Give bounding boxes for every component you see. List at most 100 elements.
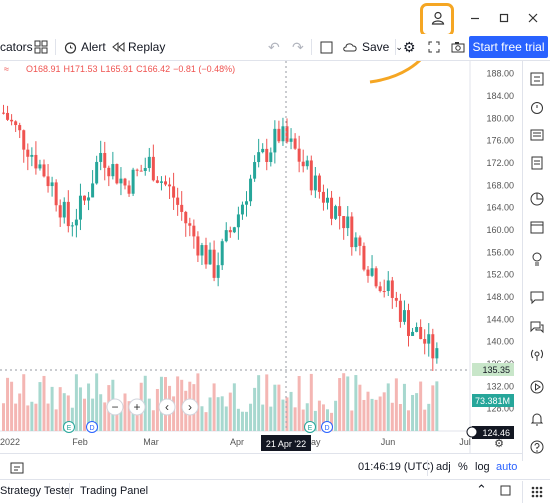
volume-bar	[50, 386, 54, 431]
grid-icon[interactable]	[522, 481, 550, 503]
volume-bar	[297, 376, 301, 431]
utc-clock[interactable]: 01:46:19 (UTC)	[358, 461, 434, 473]
price-label-box	[472, 394, 514, 407]
save-label: Save	[362, 40, 390, 54]
chat-bubbles-icon[interactable]	[527, 317, 547, 337]
volume-bar	[228, 392, 232, 431]
candle-body	[350, 216, 354, 248]
volume-bar	[220, 396, 224, 431]
gear-icon[interactable]: ⚙	[403, 38, 416, 55]
volume-bar	[293, 407, 297, 431]
play-circle-icon[interactable]	[527, 377, 547, 397]
undo-icon[interactable]: ↶	[268, 38, 280, 55]
lightbulb-icon[interactable]	[527, 249, 547, 269]
pie-icon[interactable]	[527, 189, 547, 209]
candle-body	[212, 249, 216, 278]
y-tick-label: 148.00	[486, 292, 514, 302]
fullscreen-icon[interactable]	[428, 34, 440, 60]
price-label: 124.46	[482, 428, 510, 438]
candle-body	[14, 121, 18, 126]
y-tick-label: 188.00	[486, 69, 514, 79]
candle-body	[354, 237, 358, 248]
alert-button[interactable]: Alert	[63, 34, 106, 60]
user-icon[interactable]	[424, 6, 452, 30]
log-toggle[interactable]: log	[475, 461, 490, 473]
redo-icon[interactable]: ↷	[292, 38, 304, 55]
volume-bar	[38, 382, 42, 431]
candle-body	[293, 138, 297, 149]
y-tick-label: 144.00	[486, 314, 514, 324]
volume-bar	[394, 378, 398, 431]
candle-body	[301, 161, 305, 167]
volume-bar	[10, 381, 14, 431]
maximize-panel-icon[interactable]	[500, 483, 511, 501]
candle-body	[176, 197, 180, 205]
legend-low: L165.91	[100, 64, 134, 74]
volume-bar	[204, 412, 208, 431]
volume-bar	[362, 399, 366, 431]
zoom-out-icon	[106, 398, 124, 416]
chevron-up-icon[interactable]: ⌃	[476, 482, 487, 497]
help-icon[interactable]	[527, 437, 547, 457]
close-icon[interactable]	[519, 6, 547, 30]
candle-body	[115, 164, 119, 184]
date-range-icon[interactable]	[10, 454, 24, 480]
start-free-trial-button[interactable]: Start free trial	[469, 36, 548, 58]
volume-bar	[419, 381, 423, 431]
candle-body	[273, 128, 277, 153]
news-icon[interactable]	[527, 125, 547, 145]
volume-bar	[143, 375, 147, 431]
adj-toggle[interactable]: adj	[436, 461, 451, 473]
cloud-icon	[343, 43, 357, 52]
candle-body	[240, 204, 244, 215]
camera-icon[interactable]	[451, 34, 465, 60]
x-tick-label: Mar	[143, 437, 159, 447]
templates-icon[interactable]	[34, 34, 48, 60]
candle-body	[58, 205, 62, 218]
bottom-panel-tabs: Strategy Tester Trading Panel ⌃	[0, 479, 550, 503]
layout-icon[interactable]	[320, 34, 333, 60]
volume-bar	[289, 391, 293, 431]
tab-trading-panel[interactable]: Trading Panel	[80, 485, 149, 497]
broadcast-icon[interactable]	[527, 345, 547, 365]
volume-bar	[95, 373, 99, 431]
candle-body	[107, 167, 111, 177]
tab-strategy-tester[interactable]: Strategy Tester	[0, 485, 74, 497]
volume-bar	[66, 395, 70, 431]
volume-bar	[22, 374, 26, 431]
candle-body	[289, 138, 293, 142]
volume-bar	[407, 410, 410, 431]
candle-body	[135, 169, 139, 171]
list-icon[interactable]	[527, 153, 547, 173]
volume-bar	[386, 383, 390, 431]
watchlist-icon[interactable]	[527, 69, 547, 89]
auto-toggle[interactable]: auto	[496, 461, 518, 473]
alarm-clock-icon[interactable]	[527, 97, 547, 117]
chat-icon[interactable]	[527, 287, 547, 307]
candle-body	[147, 156, 151, 169]
x-tick-label: Feb	[72, 437, 88, 447]
minimize-icon[interactable]	[461, 6, 489, 30]
volume-bar	[338, 378, 342, 431]
crosshair-date-box	[261, 435, 311, 451]
indicators-button[interactable]: cators	[0, 34, 33, 60]
replay-button[interactable]: Replay	[112, 34, 165, 60]
volume-bar	[326, 409, 329, 431]
candle-body	[390, 280, 394, 298]
candle-body	[168, 184, 172, 187]
save-button[interactable]: Save ⌄	[342, 34, 403, 60]
candle-body	[366, 269, 370, 276]
maximize-icon[interactable]	[490, 6, 518, 30]
volume-bar	[366, 391, 370, 431]
price-chart[interactable]: 188.00 184.00 180.00 176.00 172.00 168.00 164.…	[0, 61, 522, 453]
calendar-icon[interactable]	[527, 217, 547, 237]
scroll-right-icon	[181, 398, 199, 416]
candle-body	[196, 236, 200, 256]
candle-body	[192, 225, 196, 237]
volume-bar	[155, 388, 159, 431]
bell-icon[interactable]	[527, 409, 547, 429]
percent-toggle[interactable]: %	[458, 461, 468, 473]
volume-bar	[281, 399, 285, 431]
candle-body	[155, 180, 159, 183]
volume-bar	[236, 408, 240, 431]
